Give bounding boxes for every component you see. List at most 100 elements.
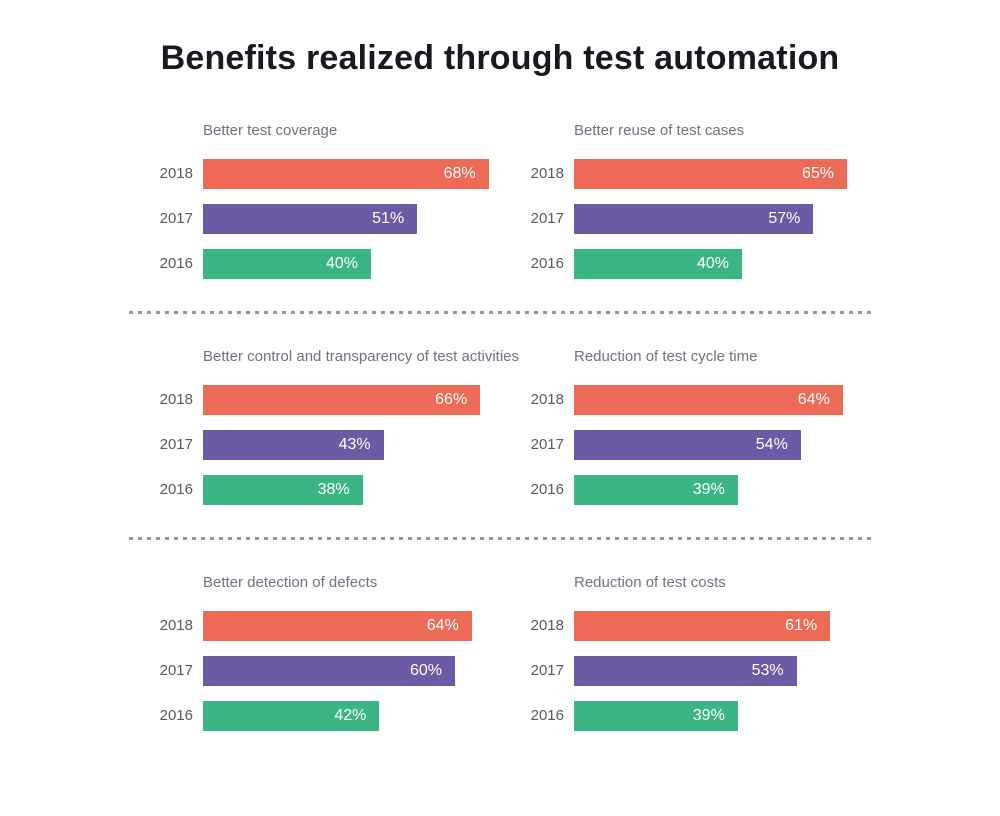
- chart-panel-5: Better detection of defects 2018 64% 2017 60…: [129, 575, 500, 731]
- bar-2018: 65%: [574, 158, 847, 189]
- bar-track: 60%: [203, 655, 500, 686]
- bar-value-label: 53%: [751, 661, 784, 679]
- year-label: 2016: [530, 481, 564, 499]
- bar-track: 61%: [574, 610, 871, 641]
- bar-2017: 54%: [574, 429, 801, 460]
- bar-track: 51%: [203, 203, 500, 234]
- bar-value-label: 68%: [443, 164, 476, 182]
- bar-track: 64%: [574, 384, 871, 415]
- year-label: 2017: [530, 662, 564, 680]
- bar-2016: 39%: [574, 700, 738, 731]
- chart-row: Better detection of defects 2018 64% 2017 60…: [129, 575, 871, 731]
- bar-value-label: 57%: [768, 209, 801, 227]
- bar-2016: 40%: [574, 248, 742, 279]
- bar-track: 65%: [574, 158, 871, 189]
- year-label: 2017: [159, 436, 193, 454]
- infographic-page: Benefits realized through test automatio…: [0, 38, 1000, 731]
- chart-title: Better reuse of test cases: [574, 121, 745, 139]
- bar-track: 39%: [574, 700, 871, 731]
- bar-value-label: 51%: [372, 209, 405, 227]
- year-label: 2017: [530, 210, 564, 228]
- bar-2016: 39%: [574, 474, 738, 505]
- chart-row: Better test coverage 2018 68% 2017 51% 2016 40…: [129, 123, 871, 279]
- year-label: 2016: [159, 255, 193, 273]
- bar-2017: 43%: [203, 429, 384, 460]
- bar-2018: 66%: [203, 384, 481, 415]
- bar-track: 38%: [203, 474, 500, 505]
- bar-2016: 40%: [203, 248, 371, 279]
- year-label: 2018: [159, 165, 193, 183]
- bar-value-label: 54%: [755, 435, 788, 453]
- bar-2018: 64%: [203, 610, 472, 641]
- dashed-divider: [129, 536, 871, 540]
- bar-value-label: 64%: [426, 616, 459, 634]
- chart-title: Better detection of defects: [203, 573, 378, 591]
- bar-track: 39%: [574, 474, 871, 505]
- bar-row: 2017 53%: [500, 655, 871, 686]
- charts-grid: Better test coverage 2018 68% 2017 51% 2016 40…: [129, 123, 871, 731]
- bar-row: 2018 61%: [500, 610, 871, 641]
- bar-row: 2016 42%: [129, 700, 500, 731]
- chart-title: Reduction of test costs: [574, 573, 726, 591]
- year-label: 2017: [159, 210, 193, 228]
- bar-value-label: 64%: [797, 390, 830, 408]
- chart-row: Better control and transparency of test …: [129, 349, 871, 505]
- bar-2018: 61%: [574, 610, 831, 641]
- bar-value-label: 38%: [317, 480, 350, 498]
- chart-title: Better test coverage: [203, 121, 338, 139]
- year-label: 2018: [530, 391, 564, 409]
- bar-row: 2016 40%: [129, 248, 500, 279]
- bar-row: 2017 60%: [129, 655, 500, 686]
- bar-value-label: 66%: [435, 390, 468, 408]
- year-label: 2016: [159, 707, 193, 725]
- page-title: Benefits realized through test automatio…: [160, 39, 840, 77]
- bar-track: 40%: [574, 248, 871, 279]
- year-label: 2018: [159, 617, 193, 635]
- bar-value-label: 43%: [338, 435, 371, 453]
- chart-panel-1: Better test coverage 2018 68% 2017 51% 2016 40…: [129, 123, 500, 279]
- bar-2017: 53%: [574, 655, 797, 686]
- bar-2017: 60%: [203, 655, 455, 686]
- bar-row: 2018 68%: [129, 158, 500, 189]
- bar-value-label: 65%: [801, 164, 834, 182]
- bar-track: 68%: [203, 158, 500, 189]
- bar-row: 2016 38%: [129, 474, 500, 505]
- chart-panel-3: Better control and transparency of test …: [129, 347, 519, 505]
- bar-value-label: 61%: [785, 616, 818, 634]
- bar-track: 66%: [203, 384, 500, 415]
- chart-title: Better control and transparency of test …: [203, 347, 519, 365]
- chart-title: Reduction of test cycle time: [574, 347, 758, 365]
- bar-track: 64%: [203, 610, 500, 641]
- bar-track: 53%: [574, 655, 871, 686]
- bar-row: 2018 65%: [500, 158, 871, 189]
- year-label: 2018: [530, 165, 564, 183]
- bar-2017: 51%: [203, 203, 418, 234]
- bar-2018: 68%: [203, 158, 489, 189]
- bar-row: 2017 57%: [500, 203, 871, 234]
- year-label: 2018: [530, 617, 564, 635]
- bar-value-label: 40%: [325, 254, 358, 272]
- year-label: 2016: [530, 255, 564, 273]
- year-label: 2018: [159, 391, 193, 409]
- bar-row: 2018 66%: [129, 384, 500, 415]
- dashed-divider: [129, 310, 871, 314]
- bar-track: 40%: [203, 248, 500, 279]
- year-label: 2017: [530, 436, 564, 454]
- bar-value-label: 39%: [692, 706, 725, 724]
- bar-row: 2018 64%: [129, 610, 500, 641]
- bar-value-label: 39%: [692, 480, 725, 498]
- bar-row: 2018 64%: [500, 384, 871, 415]
- bar-row: 2016 39%: [500, 700, 871, 731]
- bar-2016: 38%: [203, 474, 363, 505]
- bar-row: 2017 54%: [500, 429, 871, 460]
- bar-row: 2017 51%: [129, 203, 500, 234]
- chart-panel-2: Better reuse of test cases 2018 65% 2017 57%…: [500, 123, 871, 279]
- bar-track: 42%: [203, 700, 500, 731]
- bar-2018: 64%: [574, 384, 843, 415]
- year-label: 2016: [530, 707, 564, 725]
- bar-track: 54%: [574, 429, 871, 460]
- bar-track: 43%: [203, 429, 500, 460]
- bar-value-label: 40%: [696, 254, 729, 272]
- bar-row: 2016 39%: [500, 474, 871, 505]
- bar-value-label: 60%: [409, 661, 442, 679]
